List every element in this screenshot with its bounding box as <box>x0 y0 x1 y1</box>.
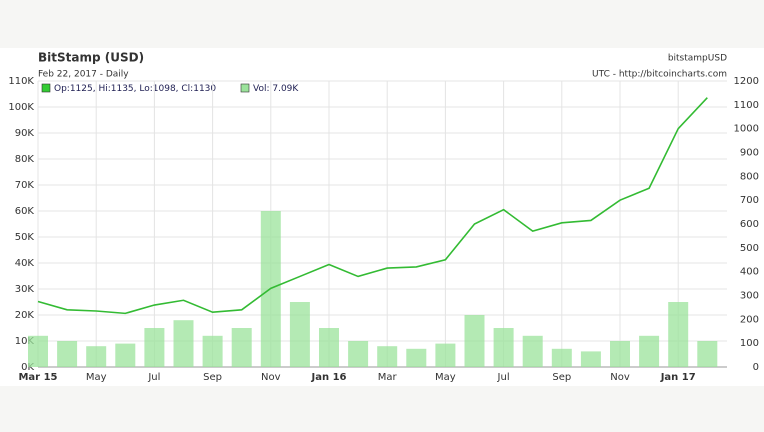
x-tick-label: Jul <box>147 372 160 383</box>
x-tick-label: Nov <box>610 372 630 383</box>
x-tick-label: Jul <box>497 372 510 383</box>
ohlc-info: Op:1125, Hi:1135, Lo:1098, Cl:1130 <box>54 84 216 94</box>
y2-tick-label: 1200 <box>734 76 759 87</box>
volume-bar <box>406 348 427 367</box>
y2-tick-label: 800 <box>740 171 759 182</box>
chart-subtitle: Feb 22, 2017 - Daily <box>38 70 129 80</box>
y-tick-label: 80K <box>15 154 35 165</box>
legend-swatch <box>240 83 250 93</box>
volume-bar <box>435 343 456 367</box>
y-tick-label: 30K <box>15 284 35 295</box>
volume-bar <box>522 335 543 367</box>
y2-tick-label: 300 <box>740 291 759 302</box>
y2-tick-label: 400 <box>740 267 759 278</box>
volume-bar <box>377 346 398 367</box>
x-tick-label: May <box>86 372 107 383</box>
x-tick-label: Nov <box>261 372 281 383</box>
y-tick-label: 100K <box>8 102 34 113</box>
legend-swatch <box>41 83 51 93</box>
x-tick-label: Jan 16 <box>311 372 347 383</box>
y-tick-label: 60K <box>15 206 35 217</box>
volume-bar <box>580 351 601 367</box>
volume-bar <box>57 341 78 367</box>
x-tick-label: Jan 17 <box>660 372 696 383</box>
volume-bar <box>289 302 310 367</box>
y2-tick-label: 900 <box>740 148 759 159</box>
y2-tick-label: 600 <box>740 219 759 230</box>
y2-tick-label: 200 <box>740 314 759 325</box>
volume-bar <box>639 335 660 367</box>
volume-bar <box>144 328 165 367</box>
volume-bar <box>173 320 194 367</box>
y-tick-label: 70K <box>15 180 35 191</box>
y2-tick-label: 700 <box>740 195 759 206</box>
volume-bar <box>464 315 485 367</box>
x-tick-label: Sep <box>552 372 571 383</box>
legend-label: Vol: 7.09K <box>253 84 299 94</box>
volume-bar <box>697 341 718 367</box>
y-tick-label: 20K <box>15 310 35 321</box>
volume-bar <box>668 302 689 367</box>
volume-bar <box>319 328 339 367</box>
y-tick-label: 40K <box>15 258 35 269</box>
x-tick-label: Mar 15 <box>18 372 57 383</box>
y-tick-label: 50K <box>15 232 35 243</box>
y2-tick-label: 1000 <box>734 124 759 135</box>
volume-bar <box>610 341 630 367</box>
source-name: bitstampUSD <box>668 54 727 64</box>
y2-tick-label: 0 <box>753 362 759 373</box>
x-tick-label: Mar <box>378 372 398 383</box>
y2-tick-label: 1100 <box>734 100 759 111</box>
volume-bar <box>202 335 223 367</box>
y-tick-label: 90K <box>15 128 35 139</box>
source-note: UTC - http://bitcoincharts.com <box>592 70 727 80</box>
volume-bar <box>231 328 252 367</box>
x-tick-label: Sep <box>203 372 222 383</box>
volume-bar <box>493 328 514 367</box>
chart-background <box>0 48 764 386</box>
volume-bar <box>551 348 572 367</box>
y-tick-label: 10K <box>15 336 35 347</box>
volume-bar <box>348 341 369 367</box>
x-tick-label: May <box>435 372 456 383</box>
y-tick-label: 0K <box>21 362 34 373</box>
y-tick-label: 110K <box>8 76 34 87</box>
y2-tick-label: 100 <box>740 338 759 349</box>
volume-bar <box>115 343 136 367</box>
volume-bar <box>86 346 107 367</box>
price-line <box>37 97 708 315</box>
y2-tick-label: 500 <box>740 243 759 254</box>
chart-title: BitStamp (USD) <box>38 51 144 65</box>
volume-bar <box>28 335 48 367</box>
